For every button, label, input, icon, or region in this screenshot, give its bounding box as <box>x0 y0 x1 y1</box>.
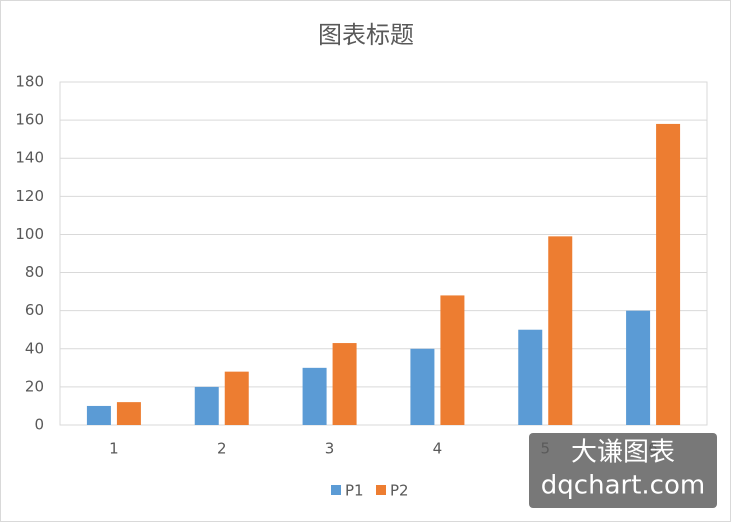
chart-title: 图表标题 <box>318 21 414 49</box>
legend-label: P1 <box>345 482 364 500</box>
y-tick-label: 140 <box>15 149 44 167</box>
watermark-box <box>529 433 717 508</box>
bar <box>548 236 573 425</box>
y-tick-label: 60 <box>25 301 44 319</box>
y-tick-label: 160 <box>15 111 44 129</box>
legend-swatch <box>331 485 341 495</box>
y-tick-label: 100 <box>15 225 44 243</box>
x-tick-label: 3 <box>325 440 335 458</box>
bar <box>410 348 435 425</box>
y-tick-label: 0 <box>34 416 44 434</box>
bar <box>116 402 141 425</box>
x-tick-label: 4 <box>433 440 443 458</box>
y-tick-label: 180 <box>15 73 44 91</box>
bar <box>656 123 681 425</box>
y-tick-label: 20 <box>25 377 44 395</box>
bar <box>518 329 543 425</box>
y-tick-label: 120 <box>15 187 44 205</box>
bar <box>302 367 327 425</box>
y-tick-label: 80 <box>25 263 44 281</box>
y-tick-label: 40 <box>25 339 44 357</box>
watermark-text: dqchart.com <box>541 471 705 501</box>
x-tick-label: 1 <box>109 440 119 458</box>
bar <box>440 295 465 425</box>
bar <box>86 405 111 425</box>
x-tick-label: 2 <box>217 440 227 458</box>
legend-swatch <box>376 485 386 495</box>
bar <box>332 343 357 425</box>
bar <box>194 386 219 425</box>
bar <box>224 371 249 425</box>
bar <box>626 310 651 425</box>
legend-label: P2 <box>390 482 409 500</box>
watermark-text: 大谦图表 <box>571 438 675 468</box>
